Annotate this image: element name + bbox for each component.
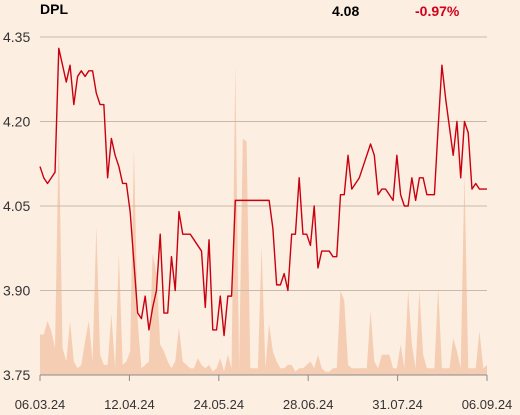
ticker-symbol: DPL: [40, 1, 68, 17]
price-line-layer: [39, 47, 487, 337]
y-tick-label: 4.05: [3, 198, 30, 214]
y-tick-label: 3.75: [3, 367, 30, 383]
x-tick-label: 12.04.24: [104, 397, 155, 412]
x-tick-label: 28.06.24: [283, 397, 334, 412]
price-series-line: [39, 47, 487, 337]
x-tick-label: 06.03.24: [15, 397, 66, 412]
y-tick-label: 4.35: [3, 29, 30, 45]
y-tick-label: 3.90: [3, 283, 30, 299]
y-tick-label: 4.20: [3, 114, 30, 130]
x-tick-label: 31.07.24: [372, 397, 423, 412]
x-tick-label: 24.05.24: [193, 397, 244, 412]
volume-area-layer: [40, 64, 487, 375]
axis-layer: 4.35 4.20 4.05 3.90 3.75 06.03.24 12.04.24 24.0…: [3, 29, 512, 412]
volume-area: [40, 64, 487, 375]
price-change: -0.97%: [415, 3, 460, 19]
x-tick-label: 06.09.24: [462, 397, 513, 412]
last-price: 4.08: [332, 3, 360, 19]
